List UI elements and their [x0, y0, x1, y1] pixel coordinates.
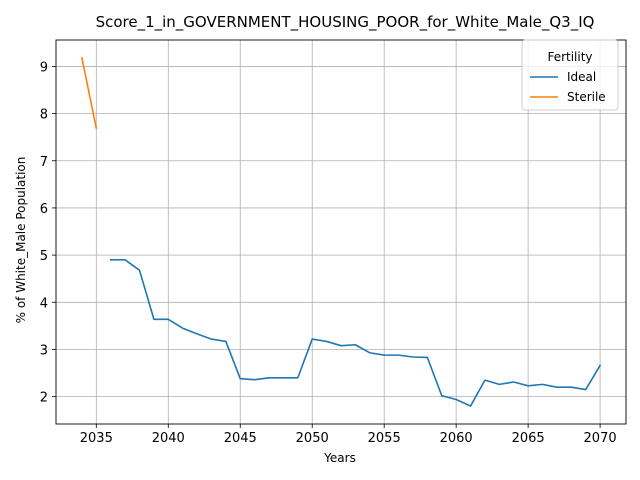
legend-label-ideal: Ideal: [567, 70, 596, 84]
legend-label-sterile: Sterile: [567, 90, 606, 104]
x-axis-label: Years: [323, 451, 356, 465]
legend-title: Fertility: [547, 50, 592, 64]
x-axis: 2035 2040 2045 2050 2055 2060 2065 2070: [80, 424, 617, 446]
y-tick-label: 2: [40, 391, 48, 406]
y-tick-label: 6: [40, 202, 48, 217]
x-tick-label: 2055: [368, 431, 401, 446]
y-axis: 2 3 4 5 6 7 8 9: [40, 60, 56, 406]
x-tick-label: 2050: [296, 431, 329, 446]
series-line-ideal: [109, 259, 602, 407]
x-tick-label: 2070: [584, 431, 617, 446]
x-tick-label: 2040: [152, 431, 185, 446]
y-tick-label: 8: [40, 108, 48, 123]
plot-frame: [55, 39, 627, 425]
legend-box: [521, 39, 619, 111]
x-tick-label: 2045: [224, 431, 257, 446]
y-tick-label: 4: [40, 296, 48, 311]
legend: Fertility Ideal Sterile: [521, 39, 619, 111]
x-tick-label: 2065: [512, 431, 545, 446]
y-tick-label: 7: [40, 155, 48, 170]
y-tick-label: 9: [40, 60, 48, 75]
series-lines: [80, 56, 602, 407]
chart-title: Score_1_in_GOVERNMENT_HOUSING_POOR_for_W…: [96, 13, 595, 32]
y-tick-label: 5: [40, 249, 48, 264]
y-axis-label: % of White_Male Population: [14, 157, 28, 324]
y-tick-label: 3: [40, 343, 48, 358]
series-line-sterile: [80, 56, 98, 130]
x-tick-label: 2060: [440, 431, 473, 446]
x-tick-label: 2035: [80, 431, 113, 446]
